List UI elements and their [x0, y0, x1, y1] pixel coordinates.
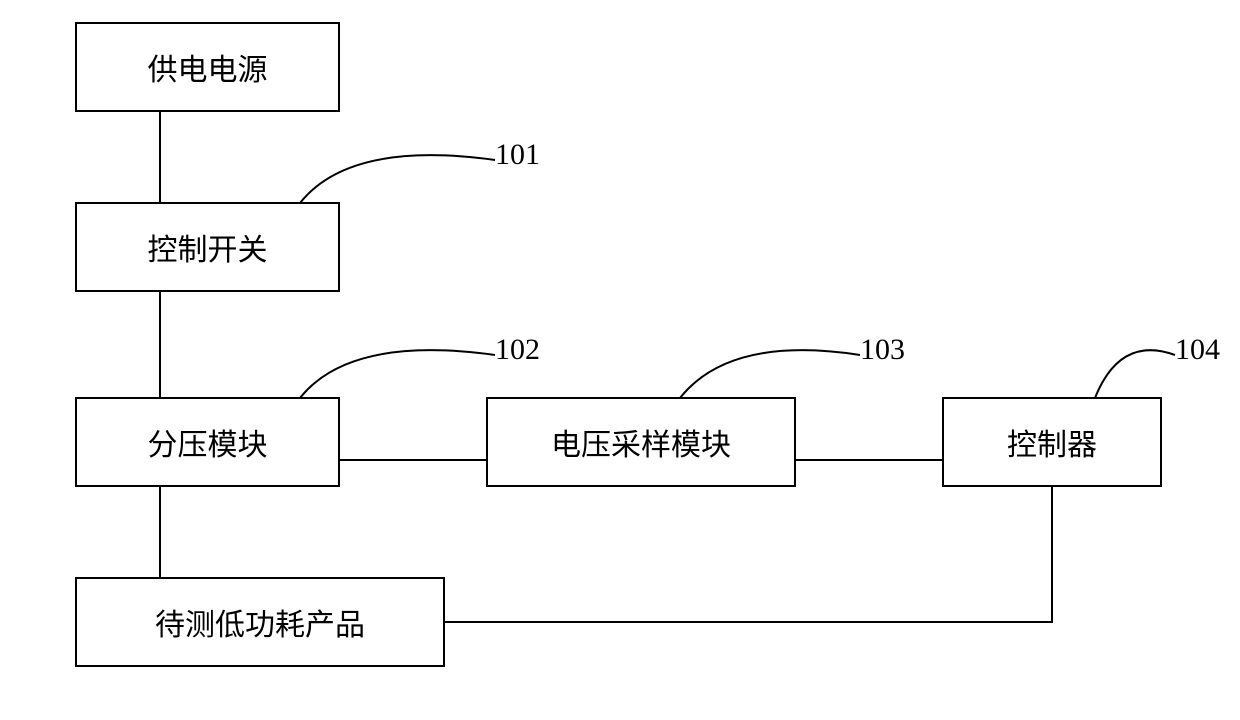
- leader-101: [300, 155, 495, 203]
- node-label: 电压采样模块: [551, 420, 731, 464]
- node-dut: 待测低功耗产品: [75, 577, 445, 667]
- node-label: 控制器: [1007, 420, 1097, 464]
- diagram-canvas: 供电电源 控制开关 分压模块 电压采样模块 控制器 待测低功耗产品 101 10…: [0, 0, 1240, 720]
- leader-103: [680, 350, 860, 398]
- node-power-supply: 供电电源: [75, 22, 340, 112]
- node-divider: 分压模块: [75, 397, 340, 487]
- ref-label-102: 102: [495, 333, 540, 367]
- edge-controller-to-dut: [445, 487, 1052, 622]
- node-control-switch: 控制开关: [75, 202, 340, 292]
- ref-label-104: 104: [1175, 333, 1220, 367]
- ref-label-101: 101: [495, 138, 540, 172]
- node-controller: 控制器: [942, 397, 1162, 487]
- node-label: 待测低功耗产品: [155, 600, 365, 644]
- node-label: 供电电源: [148, 45, 268, 89]
- node-label: 控制开关: [148, 225, 268, 269]
- node-label: 分压模块: [148, 420, 268, 464]
- node-sampler: 电压采样模块: [486, 397, 796, 487]
- ref-label-103: 103: [860, 333, 905, 367]
- leader-104: [1095, 350, 1175, 398]
- leader-102: [300, 350, 495, 398]
